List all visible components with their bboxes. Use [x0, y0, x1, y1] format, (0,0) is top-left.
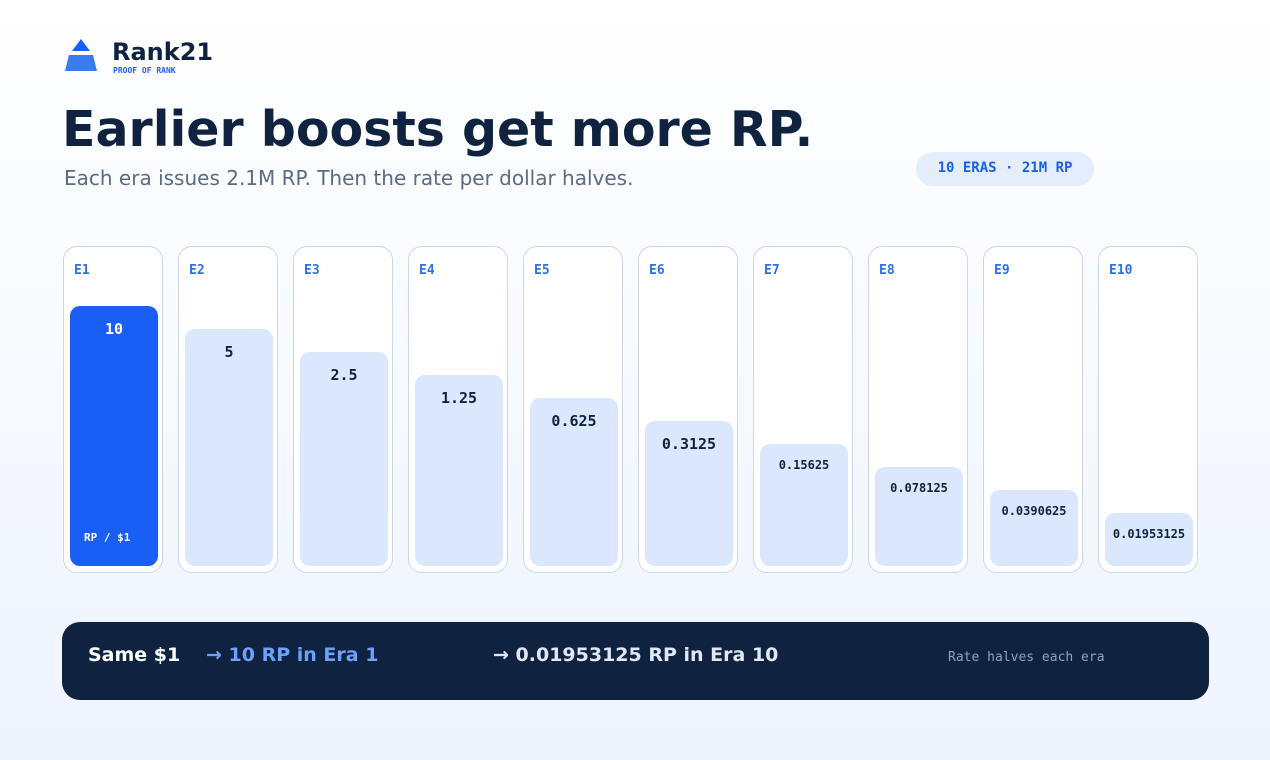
era-rate: 2.5 — [330, 366, 358, 384]
era-label: E7 — [764, 263, 780, 278]
footer-last: → 0.01953125 RP in Era 10 — [493, 644, 779, 666]
era-rate: 0.3125 — [661, 435, 717, 453]
era-card: E6 0.3125 — [638, 246, 738, 573]
title: Earlier boosts get more RP. — [62, 101, 814, 158]
era-rate: 5 — [224, 343, 234, 361]
era-label: E8 — [879, 263, 895, 278]
badge: 10 ERAS · 21M RP — [916, 152, 1094, 186]
era-card: E3 2.5 — [293, 246, 393, 573]
era-label: E4 — [419, 263, 435, 278]
footer-note: Rate halves each era — [948, 650, 1105, 665]
subtitle: Each era issues 2.1M RP. Then the rate p… — [64, 166, 634, 190]
era-card: E8 0.078125 — [868, 246, 968, 573]
era-label: E6 — [649, 263, 665, 278]
era-rate: 0.078125 — [890, 481, 948, 495]
era-rate: 0.0390625 — [1001, 504, 1067, 518]
footer-first: → 10 RP in Era 1 — [206, 644, 379, 666]
footer-bar — [62, 622, 1209, 700]
era-bar: 0.078125 — [875, 467, 963, 566]
era-label: E1 — [74, 263, 90, 278]
brand-name: Rank21 — [112, 38, 214, 66]
era-label: E3 — [304, 263, 320, 278]
era-bar: 0.625 — [530, 398, 618, 566]
era-label: E10 — [1109, 263, 1133, 278]
era-label: E2 — [189, 263, 205, 278]
era-card: E2 5 — [178, 246, 278, 573]
era-rate: 0.01953125 — [1112, 527, 1186, 541]
era-bar: 0.0390625 — [990, 490, 1078, 566]
era-rate: 0.15625 — [778, 458, 830, 472]
unit-label: RP / $1 — [84, 531, 131, 544]
era-bar: 1.25 — [415, 375, 503, 566]
era-bar: 0.15625 — [760, 444, 848, 566]
logo-icon — [65, 39, 97, 71]
era-label: E5 — [534, 263, 550, 278]
era-rate: 10 — [104, 320, 124, 338]
era-label: E9 — [994, 263, 1010, 278]
era-card: E7 0.15625 — [753, 246, 853, 573]
era-card: E1 10 RP / $1 — [63, 246, 163, 573]
era-rate: 1.25 — [440, 389, 478, 407]
footer-lead: Same $1 — [88, 644, 181, 666]
era-card: E9 0.0390625 — [983, 246, 1083, 573]
era-bar: 0.3125 — [645, 421, 733, 566]
era-bar: 10 RP / $1 — [70, 306, 158, 566]
era-bar: 2.5 — [300, 352, 388, 566]
era-card: E4 1.25 — [408, 246, 508, 573]
era-card: E10 0.01953125 — [1098, 246, 1198, 573]
era-card: E5 0.625 — [523, 246, 623, 573]
era-bar: 5 — [185, 329, 273, 566]
era-bar: 0.01953125 — [1105, 513, 1193, 566]
era-rate: 0.625 — [551, 412, 597, 430]
brand-tagline: PROOF OF RANK — [113, 66, 176, 75]
